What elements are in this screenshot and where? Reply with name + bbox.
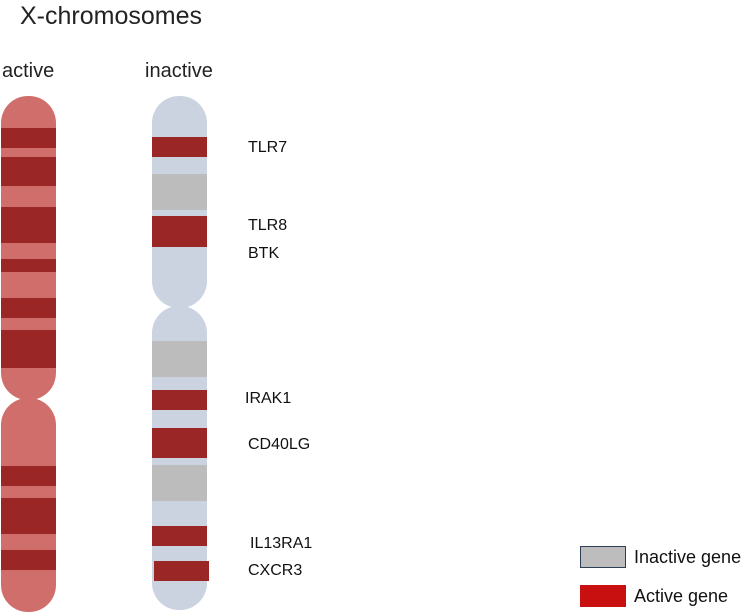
inactive-gray-band xyxy=(152,465,207,501)
active-x-chromosome xyxy=(1,96,56,612)
legend-inactive-swatch xyxy=(580,546,626,568)
active-band xyxy=(1,259,56,272)
gene-band-irak1 xyxy=(152,390,207,410)
inactive-column-label: inactive xyxy=(145,60,213,82)
active-band xyxy=(1,298,56,318)
active-band xyxy=(1,330,56,368)
gene-band-tlr7 xyxy=(152,137,207,157)
gene-band-tlr8-btk xyxy=(152,216,207,247)
legend-active-label: Active gene xyxy=(634,586,729,606)
legend-inactive-label: Inactive gene xyxy=(634,547,742,567)
active-band xyxy=(1,207,56,243)
gene-band-cd40lg xyxy=(152,428,207,458)
active-band xyxy=(1,157,56,186)
active-band xyxy=(1,550,56,570)
active-band xyxy=(1,128,56,148)
gene-label-irak1: IRAK1 xyxy=(245,390,292,407)
gene-label-cd40lg: CD40LG xyxy=(248,436,311,453)
gene-label-il13ra1: IL13RA1 xyxy=(250,535,313,552)
legend-active-swatch xyxy=(580,585,626,607)
gene-band-cxcr3 xyxy=(154,561,209,581)
gene-band-il13ra1 xyxy=(152,526,207,546)
gene-label-cxcr3: CXCR3 xyxy=(248,562,303,579)
gene-label-btk: BTK xyxy=(248,245,280,262)
active-band xyxy=(1,498,56,534)
inactive-x-chromosome xyxy=(152,96,209,610)
active-band xyxy=(1,466,56,486)
diagram-title: X-chromosomes xyxy=(20,2,202,30)
gene-label-tlr8: TLR8 xyxy=(248,217,288,234)
active-column-label: active xyxy=(2,60,55,82)
gene-label-tlr7: TLR7 xyxy=(248,139,288,156)
inactive-gray-band xyxy=(152,341,207,377)
inactive-gray-band xyxy=(152,174,207,210)
